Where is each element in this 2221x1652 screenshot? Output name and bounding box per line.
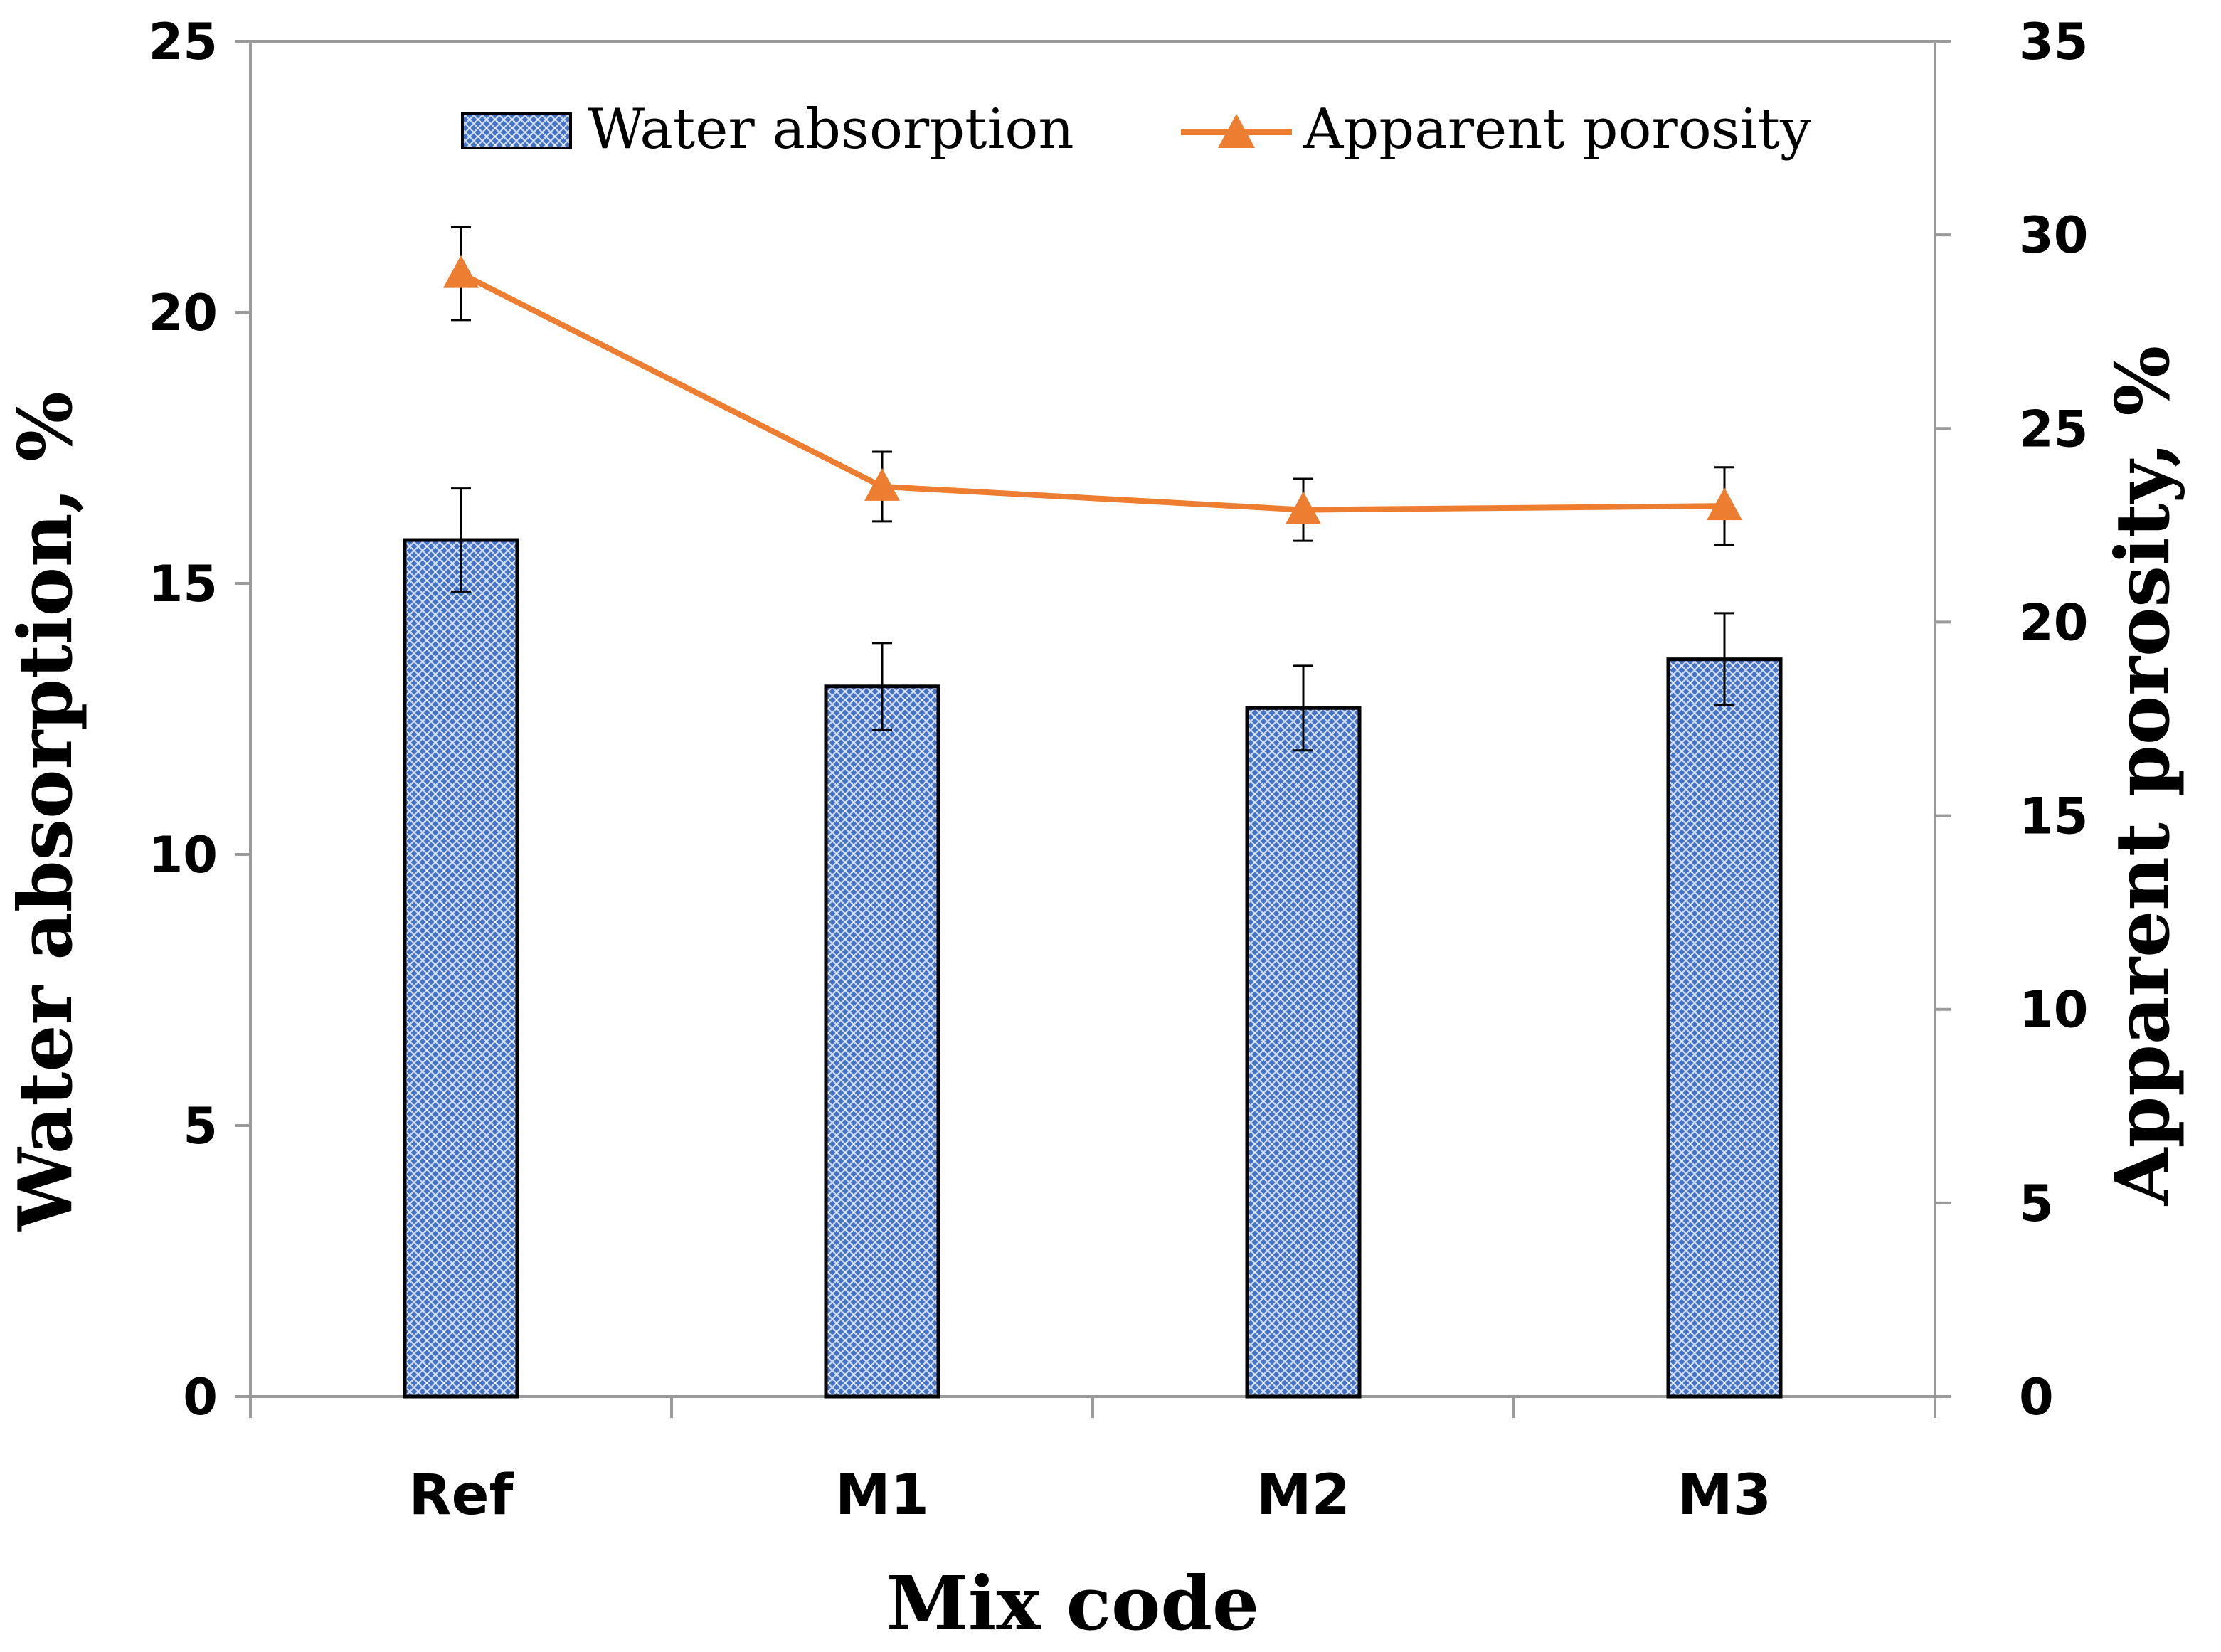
right-tick-label: 30: [2019, 206, 2088, 265]
left-tick-label: 0: [183, 1368, 218, 1426]
y-axis-right-title: Apparent porosity, %: [2099, 346, 2186, 1206]
right-tick-label: 0: [2019, 1368, 2054, 1426]
line-series-apparent-porosity: [443, 226, 1742, 546]
x-axis: Ref M1 M2 M3: [249, 1397, 1936, 1527]
right-tick-label: 25: [2019, 400, 2088, 458]
left-tick-label: 5: [183, 1097, 218, 1155]
porosity-line: [460, 271, 1725, 513]
bar-M3: [1666, 657, 1783, 1399]
legend: Water absorption Apparent porosity: [461, 97, 1811, 162]
plot-area: [249, 40, 1936, 1398]
right-tick-label: 5: [2019, 1175, 2054, 1233]
bar-M2: [1245, 706, 1362, 1399]
legend-swatch-water-absorption: [461, 112, 572, 149]
right-tick-label: 15: [2019, 788, 2088, 846]
legend-label-apparent-porosity: Apparent porosity: [1303, 97, 1811, 162]
left-tick-label: 10: [149, 826, 218, 884]
x-tick-label: M2: [1256, 1463, 1350, 1527]
right-tick-label: 10: [2019, 981, 2088, 1039]
left-axis: 0 5 10 15 20 25: [149, 13, 250, 1426]
bar-Ref: [403, 538, 519, 1399]
right-tick-label: 35: [2019, 13, 2088, 71]
legend-marker-apparent-porosity: [1218, 114, 1255, 148]
porosity-point-M1: [864, 467, 900, 501]
y-axis-left-title: Water absorption, %: [1, 391, 89, 1232]
x-tick-label: Ref: [409, 1463, 514, 1527]
bar-M1: [824, 684, 940, 1399]
legend-label-water-absorption: Water absorption: [588, 97, 1074, 162]
x-tick-label: M3: [1677, 1463, 1771, 1527]
x-tick-label: M1: [835, 1463, 929, 1527]
right-axis: 0 5 10 15 20 25 30 35: [1935, 13, 2088, 1426]
porosity-point-M3: [1707, 487, 1742, 521]
left-tick-label: 20: [149, 284, 218, 342]
porosity-point-Ref: [443, 255, 479, 288]
right-tick-label: 20: [2019, 593, 2088, 652]
left-tick-label: 25: [149, 13, 218, 71]
porosity-point-M2: [1286, 491, 1321, 524]
bar-series-water-absorption: [403, 487, 1783, 1399]
left-tick-label: 15: [149, 555, 218, 613]
x-axis-title: Mix code: [886, 1560, 1259, 1647]
